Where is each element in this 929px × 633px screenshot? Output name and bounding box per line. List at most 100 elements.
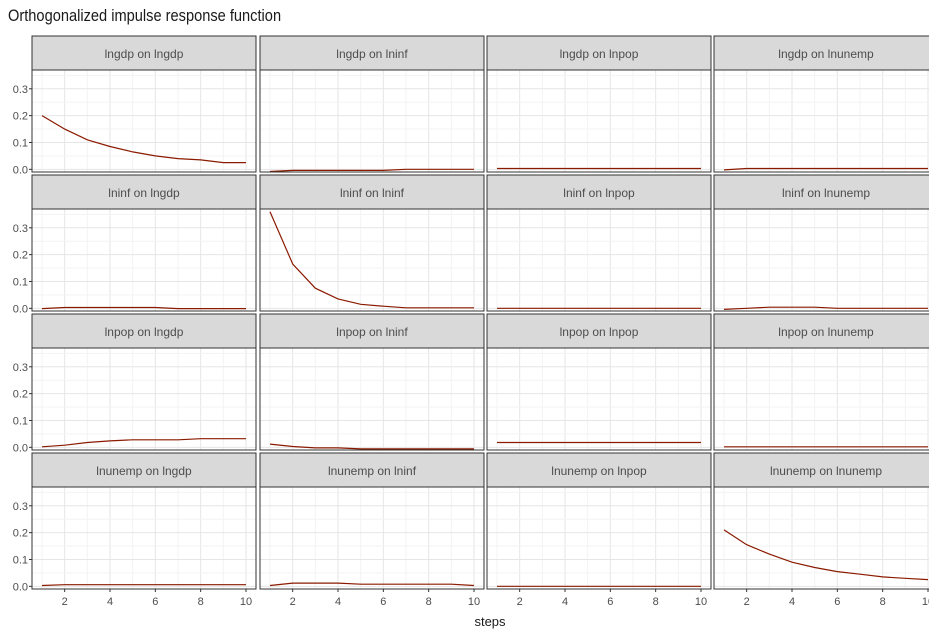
y-tick-label: 0.0	[13, 442, 28, 454]
x-tick-label: 6	[607, 596, 613, 608]
y-tick-label: 0.3	[13, 84, 28, 96]
facet-strip-label: lngdp on lnunemp	[778, 47, 874, 61]
facet-strip	[713, 452, 929, 488]
x-tick-label: 8	[653, 596, 659, 608]
panel-background	[260, 209, 484, 311]
y-tick-label: 0.0	[13, 164, 28, 176]
series-line	[269, 168, 474, 173]
panel-background	[32, 209, 256, 311]
y-tick-label: 0.2	[13, 528, 28, 540]
series-line	[723, 529, 929, 581]
facet-strip-label: lnpop on lninf	[336, 325, 408, 339]
facet-strip-label: lninf on lngdp	[108, 186, 180, 200]
facet-strip-label: lninf on lninf	[340, 186, 405, 200]
facet-strip	[31, 452, 257, 488]
series-line	[269, 582, 475, 587]
facet-strip	[31, 313, 257, 349]
facet-strip	[259, 35, 485, 71]
panel-background	[487, 209, 711, 311]
series-line	[41, 115, 246, 164]
panel-border	[31, 347, 257, 451]
panel-background	[260, 487, 484, 589]
panel-background	[32, 348, 256, 450]
panel-border	[259, 69, 485, 173]
y-tick-label: 0.1	[13, 137, 28, 149]
facet-strip-label: lnpop on lnpop	[560, 325, 639, 339]
panel-background	[487, 348, 711, 450]
panel-border	[486, 208, 712, 312]
facet-strip	[259, 174, 485, 210]
x-axis-title: steps	[474, 614, 506, 629]
series-line	[41, 438, 246, 448]
y-tick-label: 0.3	[13, 223, 28, 235]
y-tick-label: 0.3	[13, 501, 28, 513]
y-tick-label: 0.1	[13, 415, 28, 427]
x-tick-label: 2	[517, 596, 523, 608]
panel-border	[31, 208, 257, 312]
series-line	[723, 306, 928, 310]
facet-strip	[486, 452, 712, 488]
panel-background	[714, 70, 929, 172]
facet-strip-label: lngdp on lninf	[336, 47, 408, 61]
series-line	[269, 211, 474, 309]
series-line	[723, 167, 928, 171]
facet-strip-label: lninf on lnpop	[563, 186, 635, 200]
panel-background	[32, 70, 256, 172]
panel-border	[713, 69, 929, 173]
panel-background	[487, 487, 711, 589]
x-tick-label: 8	[426, 596, 432, 608]
y-tick-label: 0.3	[13, 362, 28, 374]
y-tick-label: 0.1	[13, 554, 28, 566]
facet-strip-label: lninf on lnunemp	[782, 186, 870, 200]
panel-background	[714, 209, 929, 311]
facet-strip-label: lngdp on lngdp	[105, 47, 184, 61]
x-tick-label: 10	[240, 596, 252, 608]
facet-strip	[259, 313, 485, 349]
panel-border	[259, 347, 485, 451]
y-tick-label: 0.2	[13, 111, 28, 123]
x-tick-label: 10	[695, 596, 707, 608]
x-tick-label: 4	[335, 596, 341, 608]
series-line	[41, 306, 246, 310]
y-tick-label: 0.2	[13, 389, 28, 401]
x-tick-label: 4	[562, 596, 568, 608]
x-tick-label: 8	[880, 596, 886, 608]
facet-strip	[486, 313, 712, 349]
facet-strip	[259, 452, 485, 488]
x-tick-label: 10	[922, 596, 929, 608]
facet-strip-label: lnunemp on lnpop	[551, 464, 647, 478]
x-tick-label: 2	[744, 596, 750, 608]
y-tick-label: 0.2	[13, 250, 28, 262]
panel-border	[31, 69, 257, 173]
facet-strip-label: lnpop on lnunemp	[778, 325, 874, 339]
y-tick-label: 0.1	[13, 276, 28, 288]
panel-background	[260, 70, 484, 172]
panel-border	[259, 208, 485, 312]
x-tick-label: 4	[789, 596, 795, 608]
chart-title: Orthogonalized impulse response function	[8, 6, 282, 25]
x-tick-label: 6	[152, 596, 158, 608]
panel-border	[31, 486, 257, 590]
panel-border	[486, 347, 712, 451]
facet-strip	[486, 174, 712, 210]
panel-background	[32, 487, 256, 589]
panel-border	[713, 486, 929, 590]
series-line	[269, 443, 474, 450]
panel-background	[260, 348, 484, 450]
x-tick-label: 2	[62, 596, 68, 608]
panel-border	[713, 347, 929, 451]
y-tick-label: 0.0	[13, 581, 28, 593]
facet-strip-label: lnunemp on lninf	[328, 464, 417, 478]
x-tick-label: 8	[198, 596, 204, 608]
series-line	[41, 584, 246, 587]
panel-border	[486, 486, 712, 590]
x-tick-label: 2	[290, 596, 296, 608]
panel-background	[487, 70, 711, 172]
panel-border	[486, 69, 712, 173]
facet-strip	[486, 35, 712, 71]
facet-strip-label: lnpop on lngdp	[105, 325, 184, 339]
facet-strip-label: lnunemp on lnunemp	[770, 464, 882, 478]
facet-strip-label: lnunemp on lngdp	[96, 464, 192, 478]
panel-border	[713, 208, 929, 312]
